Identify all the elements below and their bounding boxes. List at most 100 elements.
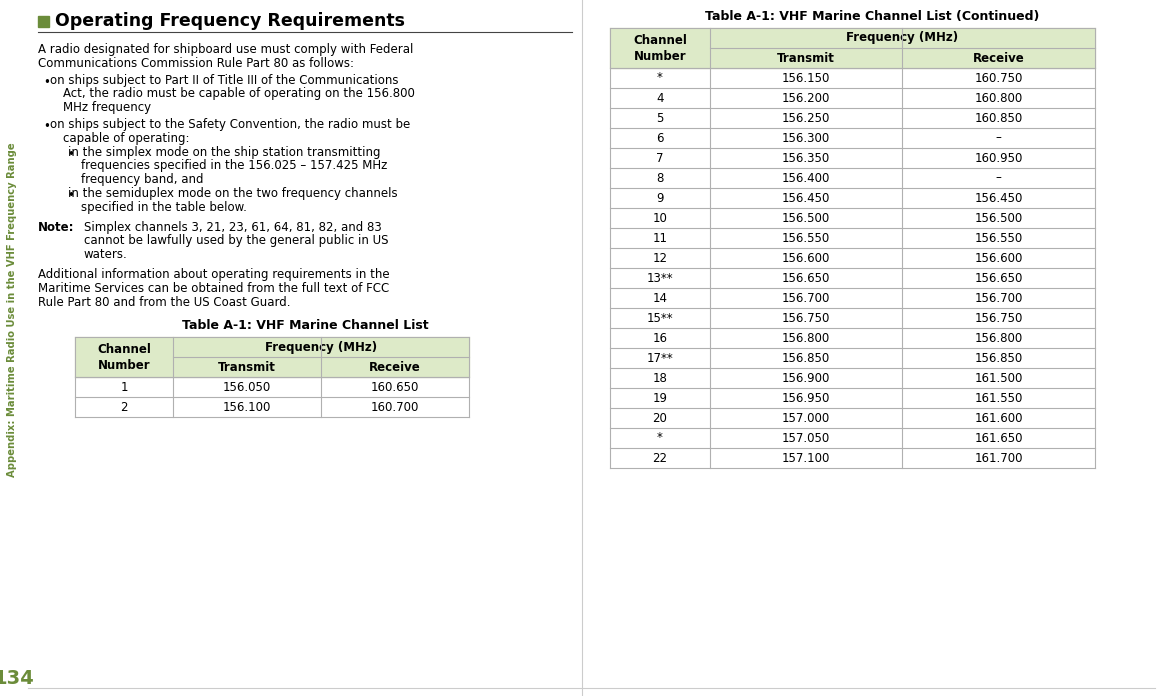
Text: Table A-1: VHF Marine Channel List (Continued): Table A-1: VHF Marine Channel List (Cont… <box>705 10 1039 23</box>
Text: 156.700: 156.700 <box>782 292 830 305</box>
Text: 161.550: 161.550 <box>974 391 1023 404</box>
Text: Note:: Note: <box>38 221 74 234</box>
Text: 156.200: 156.200 <box>782 91 830 104</box>
Bar <box>610 28 710 68</box>
Text: 156.450: 156.450 <box>782 191 830 205</box>
Text: 161.600: 161.600 <box>974 411 1023 425</box>
Text: 160.750: 160.750 <box>974 72 1023 84</box>
Text: Transmit: Transmit <box>778 52 835 65</box>
Text: 156.650: 156.650 <box>782 271 830 285</box>
Text: 11: 11 <box>653 232 667 244</box>
Bar <box>710 28 1095 48</box>
Text: 160.950: 160.950 <box>974 152 1023 164</box>
Text: 160.800: 160.800 <box>974 91 1023 104</box>
Text: in the semiduplex mode on the two frequency channels: in the semiduplex mode on the two freque… <box>68 187 398 200</box>
Text: •: • <box>43 120 50 133</box>
Text: cannot be lawfully used by the general public in US: cannot be lawfully used by the general p… <box>84 235 389 247</box>
Text: 156.850: 156.850 <box>974 351 1023 365</box>
Text: 10: 10 <box>653 212 667 225</box>
Text: 5: 5 <box>656 111 663 125</box>
Bar <box>173 338 469 358</box>
Text: Frequency (MHz): Frequency (MHz) <box>265 341 377 354</box>
Text: Channel
Number: Channel Number <box>97 343 151 372</box>
Text: 156.900: 156.900 <box>782 372 830 384</box>
Bar <box>173 358 321 377</box>
Text: 156.600: 156.600 <box>974 251 1023 264</box>
Text: 157.000: 157.000 <box>782 411 830 425</box>
Text: –: – <box>995 132 1001 145</box>
Text: 157.050: 157.050 <box>782 432 830 445</box>
Text: 156.550: 156.550 <box>974 232 1023 244</box>
Bar <box>321 358 469 377</box>
Text: 18: 18 <box>653 372 667 384</box>
Text: 12: 12 <box>653 251 667 264</box>
Text: Frequency (MHz): Frequency (MHz) <box>846 31 959 45</box>
Text: 4: 4 <box>656 91 663 104</box>
Text: 156.250: 156.250 <box>782 111 830 125</box>
Text: 22: 22 <box>653 452 667 464</box>
Text: A radio designated for shipboard use must comply with Federal: A radio designated for shipboard use mus… <box>38 43 413 56</box>
Text: Table A-1: VHF Marine Channel List: Table A-1: VHF Marine Channel List <box>182 319 428 333</box>
Text: waters.: waters. <box>84 248 128 261</box>
Text: 156.650: 156.650 <box>974 271 1023 285</box>
Text: 20: 20 <box>653 411 667 425</box>
Text: 13**: 13** <box>647 271 673 285</box>
Text: 17**: 17** <box>647 351 674 365</box>
Text: 161.500: 161.500 <box>974 372 1023 384</box>
Text: Appendix: Maritime Radio Use in the VHF Frequency Range: Appendix: Maritime Radio Use in the VHF … <box>7 143 17 477</box>
Text: 8: 8 <box>656 171 663 184</box>
Text: MHz frequency: MHz frequency <box>63 101 151 114</box>
Text: 161.700: 161.700 <box>974 452 1023 464</box>
Bar <box>710 48 902 68</box>
Text: Communications Commission Rule Part 80 as follows:: Communications Commission Rule Part 80 a… <box>38 57 354 70</box>
Text: Receive: Receive <box>369 361 421 374</box>
Text: capable of operating:: capable of operating: <box>63 132 190 145</box>
Text: 156.550: 156.550 <box>782 232 830 244</box>
Text: 9: 9 <box>656 191 663 205</box>
Text: 160.850: 160.850 <box>974 111 1023 125</box>
Text: 156.450: 156.450 <box>974 191 1023 205</box>
Text: 6: 6 <box>656 132 663 145</box>
Text: 156.100: 156.100 <box>222 401 271 414</box>
Text: Additional information about operating requirements in the: Additional information about operating r… <box>38 268 390 281</box>
Text: 156.800: 156.800 <box>782 331 830 345</box>
Text: •: • <box>68 189 73 202</box>
Text: 7: 7 <box>656 152 663 164</box>
Text: frequencies specified in the 156.025 – 157.425 MHz: frequencies specified in the 156.025 – 1… <box>81 159 388 173</box>
Text: 156.300: 156.300 <box>782 132 830 145</box>
Text: 157.100: 157.100 <box>782 452 830 464</box>
Text: Receive: Receive <box>973 52 1024 65</box>
Text: in the simplex mode on the ship station transmitting: in the simplex mode on the ship station … <box>68 145 381 159</box>
Text: 156.850: 156.850 <box>782 351 830 365</box>
Text: frequency band, and: frequency band, and <box>81 173 204 187</box>
Bar <box>74 338 173 377</box>
Text: 2: 2 <box>120 401 128 414</box>
Text: •: • <box>43 76 50 88</box>
Text: 156.050: 156.050 <box>222 381 271 394</box>
Bar <box>38 16 49 27</box>
Text: 161.650: 161.650 <box>974 432 1023 445</box>
Text: *: * <box>656 432 663 445</box>
Text: 160.700: 160.700 <box>371 401 419 414</box>
Text: Maritime Services can be obtained from the full text of FCC: Maritime Services can be obtained from t… <box>38 282 389 295</box>
Text: 1: 1 <box>120 381 128 394</box>
Text: Channel
Number: Channel Number <box>633 33 687 63</box>
Text: 156.600: 156.600 <box>782 251 830 264</box>
Text: –: – <box>995 171 1001 184</box>
Text: 156.150: 156.150 <box>782 72 830 84</box>
Text: 16: 16 <box>653 331 667 345</box>
Text: 19: 19 <box>653 391 667 404</box>
Text: 156.400: 156.400 <box>782 171 830 184</box>
Text: 156.350: 156.350 <box>782 152 830 164</box>
Text: 156.950: 156.950 <box>782 391 830 404</box>
Text: on ships subject to Part II of Title III of the Communications: on ships subject to Part II of Title III… <box>50 74 398 86</box>
Text: 156.500: 156.500 <box>782 212 830 225</box>
Text: 160.650: 160.650 <box>371 381 419 394</box>
Text: 134: 134 <box>0 668 35 688</box>
Text: on ships subject to the Safety Convention, the radio must be: on ships subject to the Safety Conventio… <box>50 118 410 131</box>
Text: 156.750: 156.750 <box>974 312 1023 324</box>
Text: specified in the table below.: specified in the table below. <box>81 201 247 214</box>
Bar <box>902 48 1095 68</box>
Text: Act, the radio must be capable of operating on the 156.800: Act, the radio must be capable of operat… <box>63 88 414 100</box>
Text: 156.800: 156.800 <box>974 331 1023 345</box>
